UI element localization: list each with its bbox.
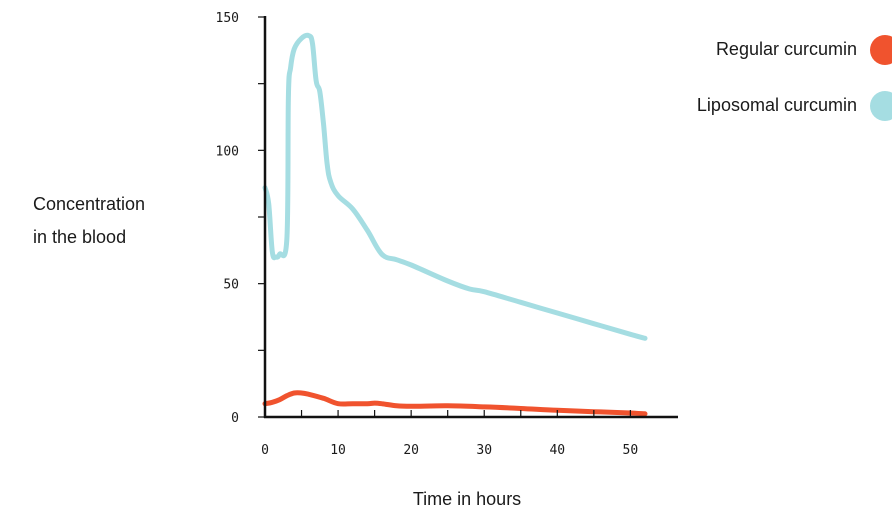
x-tick-label: 10 xyxy=(330,443,346,458)
y-axis-title-line: Concentration xyxy=(33,194,145,214)
y-tick-label: 150 xyxy=(216,11,239,26)
x-tick-label: 20 xyxy=(403,443,419,458)
labels-layer: 0 50 100 150 0 10 20 30 40 50 Time in hours Concent… xyxy=(33,11,638,509)
x-tick-label: 50 xyxy=(623,443,639,458)
legend-label-0: Regular curcumin xyxy=(716,39,857,59)
x-tick-label: 30 xyxy=(476,443,492,458)
legend-label-1: Liposomal curcumin xyxy=(697,95,857,115)
series-layer xyxy=(262,32,648,417)
y-tick-label: 100 xyxy=(216,144,239,159)
series-line-1 xyxy=(262,32,648,341)
y-tick-label: 50 xyxy=(223,278,239,293)
x-tick-label: 40 xyxy=(549,443,565,458)
axes-layer xyxy=(258,16,678,419)
x-axis-title: Time in hours xyxy=(413,489,521,509)
legend-marker-1 xyxy=(870,91,892,121)
legend: Regular curcumin Liposomal curcumin xyxy=(697,35,892,121)
x-tick-label: 0 xyxy=(261,443,269,458)
y-axis-title-line: in the blood xyxy=(33,227,126,247)
y-tick-label: 0 xyxy=(231,411,239,426)
series-line-0 xyxy=(262,390,648,417)
legend-marker-0 xyxy=(870,35,892,65)
